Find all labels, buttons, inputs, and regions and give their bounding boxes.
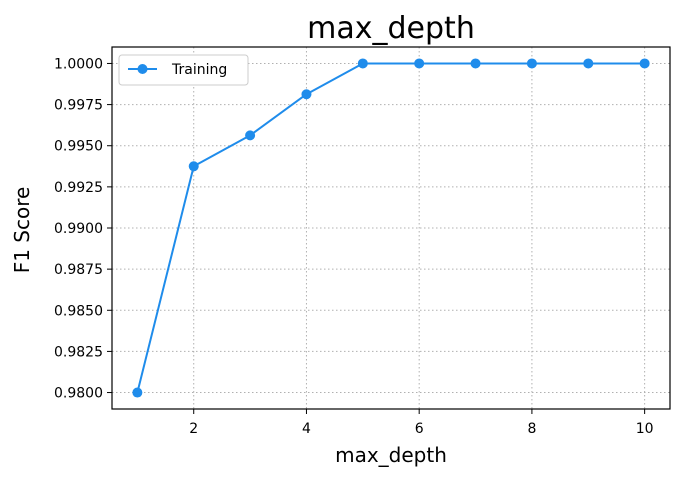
data-point <box>414 58 425 69</box>
x-tick-label: 6 <box>415 421 424 437</box>
series-line-training <box>136 62 645 393</box>
x-axis-label: max_depth <box>335 443 447 467</box>
plot-frame <box>111 46 671 410</box>
y-tick-label: 0.9950 <box>54 139 103 155</box>
y-tick-label: 0.9800 <box>54 386 103 402</box>
x-tick-label: 2 <box>189 421 198 437</box>
series-layer <box>132 58 650 398</box>
data-point <box>357 58 368 69</box>
y-tick-label: 0.9850 <box>54 303 103 319</box>
y-tick-label: 0.9875 <box>54 262 103 278</box>
data-point <box>470 58 481 69</box>
y-tick-label: 1.0000 <box>54 56 103 72</box>
legend: Training <box>118 54 249 86</box>
y-tick-label: 0.9900 <box>54 221 103 237</box>
data-point <box>583 58 594 69</box>
data-point <box>245 130 256 141</box>
data-point <box>132 387 143 398</box>
legend-label-training: Training <box>171 62 227 78</box>
data-point <box>188 161 199 172</box>
legend-marker <box>137 64 148 74</box>
grid-layer <box>112 47 670 409</box>
data-point <box>526 58 537 69</box>
y-axis-label: F1 Score <box>10 187 34 274</box>
y-tick-label: 0.9975 <box>54 98 103 114</box>
y-tick-label: 0.9825 <box>54 344 103 360</box>
y-tick-label: 0.9925 <box>54 180 103 196</box>
data-point <box>639 58 650 69</box>
legend-box <box>118 54 249 86</box>
chart-title: max_depth <box>307 11 475 46</box>
x-tick-label: 4 <box>302 421 311 437</box>
y-axis-ticks: 0.9800 0.9825 0.9850 0.9875 0.9900 0.9925 0.99… <box>54 56 112 402</box>
x-tick-label: 10 <box>636 421 654 437</box>
x-axis-ticks: 2 4 6 8 10 <box>189 409 654 437</box>
x-tick-label: 8 <box>527 421 536 437</box>
data-point <box>301 89 312 100</box>
